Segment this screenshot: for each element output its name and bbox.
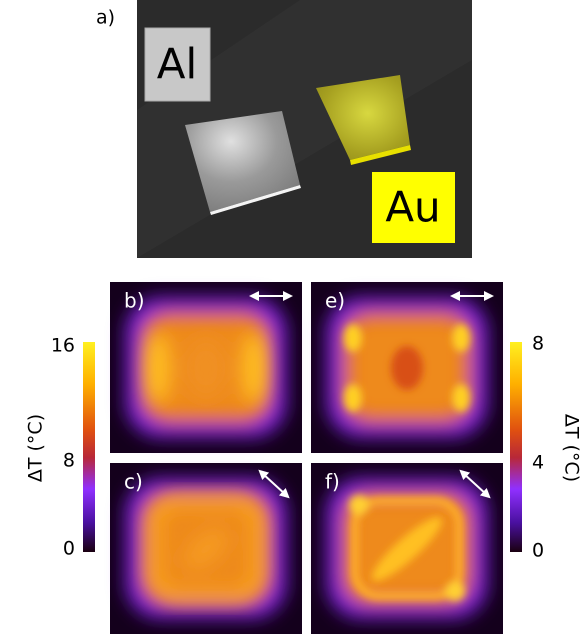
au-sample [316, 75, 410, 160]
colorbar [83, 342, 95, 552]
al-sample [185, 111, 300, 212]
colorbar [510, 342, 522, 552]
colorbar-tick: 8 [63, 450, 75, 472]
al-edge [210, 185, 301, 215]
heatmap: e) [311, 282, 503, 453]
au-edge [350, 145, 411, 165]
panel-label: f) [325, 470, 340, 494]
panel-label: b) [124, 289, 145, 313]
panel-label: c) [124, 470, 143, 494]
colorbar-tick: 0 [63, 538, 75, 560]
colorbar-tick: 16 [51, 335, 75, 357]
panel-label: e) [325, 289, 345, 313]
al-box [144, 27, 211, 102]
colorbar-label: ΔT (°C) [25, 414, 47, 482]
colorbar-tick: 4 [532, 452, 544, 474]
heatmap: b) [110, 282, 302, 453]
heatmap: c) [110, 463, 302, 634]
colorbar-tick: 0 [532, 540, 544, 562]
au-label: Au [385, 183, 440, 232]
panel-label: a) [96, 7, 115, 29]
colorbar-label: ΔT (°C) [561, 414, 583, 482]
al-label: Al [157, 40, 197, 89]
colorbar-tick: 8 [532, 333, 544, 355]
au-box [372, 172, 455, 243]
heatmap: f) [311, 463, 503, 634]
